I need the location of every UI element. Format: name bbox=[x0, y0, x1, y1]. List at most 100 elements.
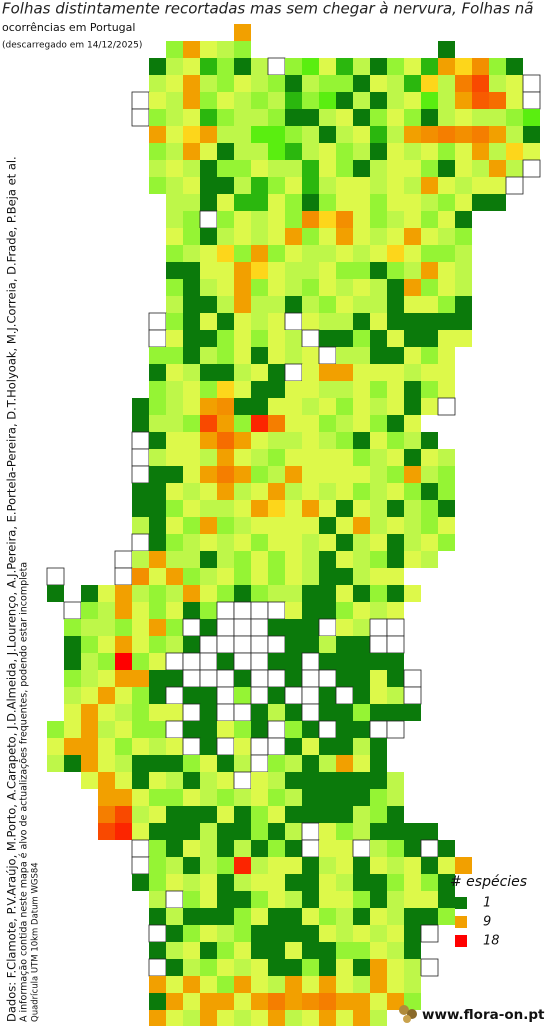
grid-cell bbox=[268, 466, 285, 483]
grid-cell bbox=[200, 738, 217, 755]
grid-cell bbox=[217, 976, 234, 993]
grid-cell bbox=[386, 618, 405, 637]
grid-cell bbox=[234, 211, 251, 228]
grid-cell bbox=[234, 823, 251, 840]
grid-cell bbox=[183, 959, 200, 976]
grid-cell bbox=[183, 228, 200, 245]
grid-cell bbox=[420, 958, 439, 977]
grid-cell bbox=[438, 347, 455, 364]
grid-cell bbox=[472, 58, 489, 75]
grid-cell bbox=[438, 891, 455, 908]
grid-cell bbox=[183, 279, 200, 296]
grid-cell bbox=[438, 483, 455, 500]
grid-cell bbox=[217, 857, 234, 874]
grid-cell bbox=[47, 721, 64, 738]
grid-cell bbox=[302, 721, 319, 738]
grid-cell bbox=[336, 721, 353, 738]
grid-cell bbox=[455, 177, 472, 194]
grid-cell bbox=[183, 347, 200, 364]
grid-cell bbox=[149, 466, 166, 483]
grid-cell bbox=[200, 92, 217, 109]
grid-cell bbox=[166, 534, 183, 551]
grid-cell bbox=[166, 245, 183, 262]
grid-cell bbox=[285, 704, 302, 721]
grid-cell bbox=[370, 126, 387, 143]
grid-cell bbox=[166, 194, 183, 211]
grid-cell bbox=[370, 517, 387, 534]
grid-cell bbox=[115, 772, 132, 789]
grid-cell bbox=[81, 636, 98, 653]
grid-cell bbox=[302, 1010, 319, 1026]
grid-cell bbox=[98, 653, 115, 670]
grid-cell bbox=[149, 381, 166, 398]
grid-cell bbox=[455, 92, 472, 109]
grid-cell bbox=[166, 823, 183, 840]
grid-cell bbox=[268, 653, 285, 670]
grid-cell bbox=[353, 568, 370, 585]
grid-cell bbox=[421, 449, 438, 466]
grid-cell bbox=[268, 585, 285, 602]
grid-cell bbox=[370, 959, 387, 976]
grid-cell bbox=[285, 483, 302, 500]
grid-cell bbox=[199, 635, 218, 654]
grid-cell bbox=[353, 58, 370, 75]
grid-cell bbox=[285, 789, 302, 806]
grid-cell bbox=[336, 670, 353, 687]
grid-cell bbox=[387, 58, 404, 75]
grid-cell bbox=[421, 126, 438, 143]
grid-cell bbox=[166, 466, 183, 483]
grid-cell bbox=[268, 925, 285, 942]
grid-cell bbox=[387, 772, 404, 789]
grid-cell bbox=[387, 126, 404, 143]
grid-cell bbox=[505, 176, 524, 195]
grid-cell bbox=[370, 704, 387, 721]
grid-cell bbox=[217, 364, 234, 381]
grid-cell bbox=[268, 177, 285, 194]
grid-cell bbox=[131, 856, 150, 875]
grid-cell bbox=[285, 432, 302, 449]
grid-cell bbox=[251, 874, 268, 891]
grid-cell bbox=[183, 466, 200, 483]
grid-cell bbox=[234, 551, 251, 568]
grid-cell bbox=[387, 262, 404, 279]
grid-cell bbox=[149, 619, 166, 636]
grid-cell bbox=[319, 432, 336, 449]
grid-cell bbox=[115, 653, 132, 670]
grid-cell bbox=[166, 602, 183, 619]
grid-cell bbox=[285, 721, 302, 738]
grid-cell bbox=[336, 823, 353, 840]
grid-cell bbox=[115, 585, 132, 602]
grid-cell bbox=[268, 228, 285, 245]
grid-cell bbox=[387, 551, 404, 568]
grid-cell bbox=[387, 925, 404, 942]
grid-cell bbox=[319, 466, 336, 483]
grid-cell bbox=[200, 704, 217, 721]
grid-cell bbox=[166, 262, 183, 279]
grid-cell bbox=[251, 840, 268, 857]
grid-cell bbox=[353, 228, 370, 245]
grid-cell bbox=[200, 415, 217, 432]
grid-cell bbox=[404, 534, 421, 551]
grid-cell bbox=[353, 500, 370, 517]
grid-cell bbox=[98, 772, 115, 789]
grid-cell bbox=[234, 296, 251, 313]
grid-cell bbox=[387, 704, 404, 721]
grid-cell bbox=[132, 568, 149, 585]
grid-cell bbox=[200, 347, 217, 364]
grid-cell bbox=[234, 24, 251, 41]
grid-cell bbox=[285, 245, 302, 262]
grid-cell bbox=[404, 432, 421, 449]
grid-cell bbox=[455, 109, 472, 126]
grid-cell bbox=[81, 687, 98, 704]
grid-cell bbox=[233, 652, 252, 671]
grid-cell bbox=[251, 772, 268, 789]
grid-cell bbox=[166, 874, 183, 891]
grid-cell bbox=[182, 669, 201, 688]
grid-cell bbox=[387, 466, 404, 483]
grid-cell bbox=[285, 347, 302, 364]
grid-cell bbox=[149, 483, 166, 500]
grid-cell bbox=[370, 92, 387, 109]
grid-cell bbox=[489, 160, 506, 177]
grid-cell bbox=[199, 210, 218, 229]
grid-cell bbox=[370, 687, 387, 704]
